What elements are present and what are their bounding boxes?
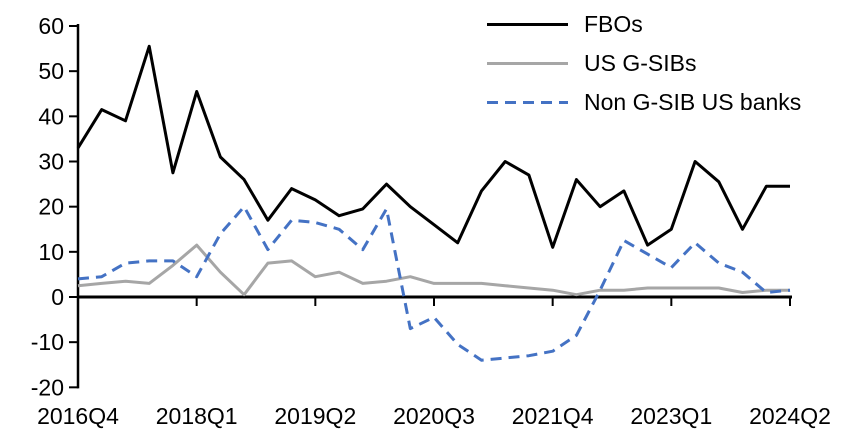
legend-label-non-gsib: Non G-SIB US banks	[584, 89, 802, 115]
x-tick-label: 2018Q1	[156, 403, 238, 429]
x-tick-label: 2020Q3	[393, 403, 475, 429]
y-tick-label: 20	[38, 194, 64, 220]
series-line-us-g-sibs	[77, 243, 790, 297]
chart-legend: FBOs US G-SIBs Non G-SIB US banks	[487, 5, 801, 122]
y-tick-label: 0	[51, 284, 64, 310]
legend-entry-non-gsib: Non G-SIB US banks	[487, 83, 801, 122]
y-tick-label: -10	[31, 329, 64, 355]
x-tick-label: 2019Q2	[274, 403, 356, 429]
series-line-fbos	[76, 44, 790, 249]
y-tick-label: 30	[38, 149, 64, 175]
legend-label-us-gsibs: US G-SIBs	[584, 50, 697, 76]
y-tick-label: 40	[38, 103, 64, 129]
series-line-non-g-sib-us-banks	[77, 205, 791, 362]
legend-label-fbos: FBOs	[584, 11, 643, 37]
x-tick-label: 2021Q4	[512, 403, 594, 429]
legend-swatch-1	[487, 62, 568, 65]
x-tick-label: 2023Q1	[630, 403, 712, 429]
y-tick-label: 60	[38, 13, 64, 39]
legend-swatch-0	[487, 23, 568, 26]
y-tick-label: 50	[38, 58, 64, 84]
x-tick-label: 2016Q4	[37, 403, 119, 429]
x-tick-label: 2024Q2	[749, 403, 831, 429]
legend-swatch-2	[487, 101, 568, 104]
y-tick-label: 10	[38, 239, 64, 265]
legend-entry-fbos: FBOs	[487, 5, 801, 44]
y-tick-label: -20	[31, 374, 64, 400]
legend-entry-us-gsibs: US G-SIBs	[487, 44, 801, 83]
